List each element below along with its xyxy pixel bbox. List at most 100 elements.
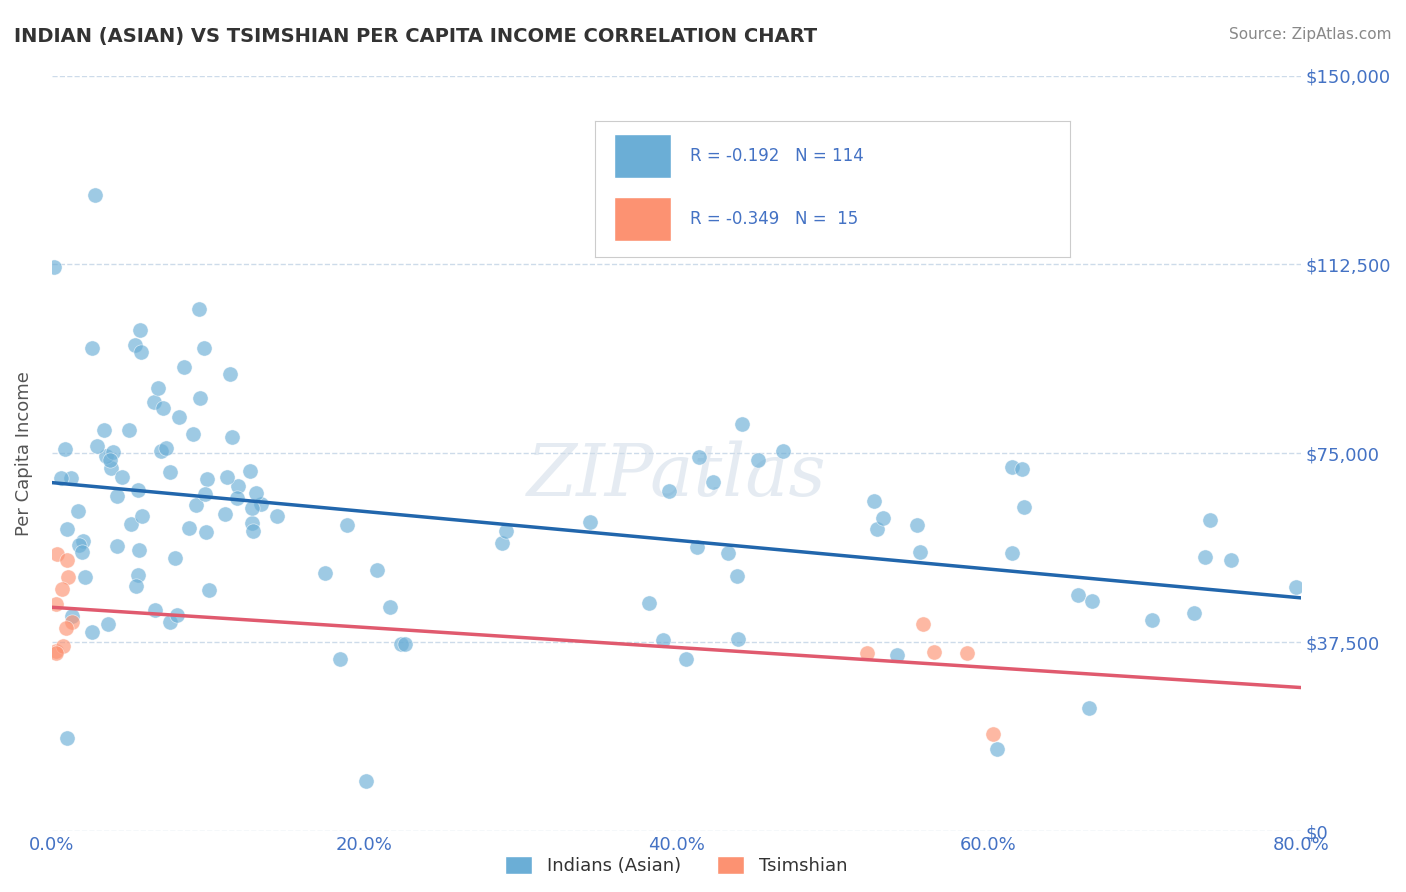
Indians (Asian) <box>886 648 908 662</box>
Indians (Asian) <box>105 539 128 553</box>
Indians (Asian) <box>125 579 148 593</box>
Indians (Asian) <box>184 498 207 512</box>
Indians (Asian) <box>188 391 211 405</box>
Indians (Asian) <box>866 522 889 536</box>
Indians (Asian) <box>717 546 740 560</box>
Tsimshian <box>924 645 946 659</box>
Indians (Asian) <box>1067 588 1090 602</box>
Tsimshian <box>855 646 877 660</box>
Indians (Asian) <box>314 566 336 580</box>
Indians (Asian) <box>105 489 128 503</box>
Indians (Asian) <box>53 442 76 456</box>
Indians (Asian) <box>72 533 94 548</box>
Indians (Asian) <box>146 382 169 396</box>
Indians (Asian) <box>56 731 79 746</box>
Tsimshian <box>55 621 77 635</box>
Tsimshian <box>51 582 73 596</box>
Indians (Asian) <box>60 609 83 624</box>
Indians (Asian) <box>173 359 195 374</box>
Indians (Asian) <box>688 450 710 465</box>
Indians (Asian) <box>181 427 204 442</box>
Indians (Asian) <box>159 465 181 479</box>
Indians (Asian) <box>128 543 150 558</box>
Tsimshian <box>46 547 69 561</box>
Indians (Asian) <box>152 401 174 416</box>
Indians (Asian) <box>193 341 215 355</box>
Indians (Asian) <box>179 521 201 535</box>
Text: Source: ZipAtlas.com: Source: ZipAtlas.com <box>1229 27 1392 42</box>
Tsimshian <box>60 615 83 629</box>
Indians (Asian) <box>44 260 66 275</box>
Text: INDIAN (ASIAN) VS TSIMSHIAN PER CAPITA INCOME CORRELATION CHART: INDIAN (ASIAN) VS TSIMSHIAN PER CAPITA I… <box>14 27 817 45</box>
Indians (Asian) <box>51 471 73 485</box>
Indians (Asian) <box>242 500 264 515</box>
Indians (Asian) <box>167 410 190 425</box>
Indians (Asian) <box>97 616 120 631</box>
Indians (Asian) <box>354 773 377 788</box>
Indians (Asian) <box>111 470 134 484</box>
Indians (Asian) <box>226 478 249 492</box>
Indians (Asian) <box>1014 500 1036 514</box>
Tsimshian <box>45 646 67 660</box>
Tsimshian <box>45 644 67 658</box>
Indians (Asian) <box>727 632 749 646</box>
Indians (Asian) <box>195 472 218 486</box>
Indians (Asian) <box>725 569 748 583</box>
Indians (Asian) <box>194 486 217 500</box>
Indians (Asian) <box>94 449 117 463</box>
Indians (Asian) <box>163 550 186 565</box>
Indians (Asian) <box>702 475 724 489</box>
Indians (Asian) <box>70 545 93 559</box>
Indians (Asian) <box>124 338 146 352</box>
Indians (Asian) <box>675 652 697 666</box>
Indians (Asian) <box>389 637 412 651</box>
Indians (Asian) <box>214 507 236 521</box>
Indians (Asian) <box>143 394 166 409</box>
Indians (Asian) <box>215 470 238 484</box>
Indians (Asian) <box>651 633 673 648</box>
Indians (Asian) <box>908 545 931 559</box>
Indians (Asian) <box>56 522 79 536</box>
Indians (Asian) <box>127 483 149 497</box>
Indians (Asian) <box>75 570 97 584</box>
Indians (Asian) <box>59 471 82 485</box>
Indians (Asian) <box>240 516 263 530</box>
Indians (Asian) <box>101 445 124 459</box>
Indians (Asian) <box>1285 580 1308 594</box>
Tsimshian <box>45 597 67 611</box>
Indians (Asian) <box>578 516 600 530</box>
Indians (Asian) <box>1198 513 1220 527</box>
Indians (Asian) <box>366 563 388 577</box>
Indians (Asian) <box>1182 606 1205 620</box>
Indians (Asian) <box>128 323 150 337</box>
Indians (Asian) <box>198 582 221 597</box>
Tsimshian <box>51 639 73 653</box>
Indians (Asian) <box>394 637 416 651</box>
Indians (Asian) <box>329 651 352 665</box>
Indians (Asian) <box>986 741 1008 756</box>
Indians (Asian) <box>80 341 103 355</box>
Indians (Asian) <box>120 517 142 532</box>
Indians (Asian) <box>67 538 90 552</box>
Indians (Asian) <box>143 603 166 617</box>
Indians (Asian) <box>194 524 217 539</box>
Indians (Asian) <box>66 503 89 517</box>
Indians (Asian) <box>129 344 152 359</box>
Indians (Asian) <box>686 540 709 554</box>
Indians (Asian) <box>219 367 242 381</box>
Indians (Asian) <box>1194 549 1216 564</box>
Indians (Asian) <box>86 439 108 453</box>
Indians (Asian) <box>84 187 107 202</box>
Tsimshian <box>56 552 79 566</box>
Indians (Asian) <box>1081 594 1104 608</box>
Indians (Asian) <box>378 599 401 614</box>
Indians (Asian) <box>131 509 153 524</box>
Indians (Asian) <box>166 608 188 623</box>
Indians (Asian) <box>1001 460 1024 475</box>
Legend: Indians (Asian), Tsimshian: Indians (Asian), Tsimshian <box>498 848 855 882</box>
Indians (Asian) <box>100 461 122 475</box>
Indians (Asian) <box>638 596 661 610</box>
Indians (Asian) <box>1219 552 1241 566</box>
Indians (Asian) <box>98 453 121 467</box>
Indians (Asian) <box>245 486 267 500</box>
